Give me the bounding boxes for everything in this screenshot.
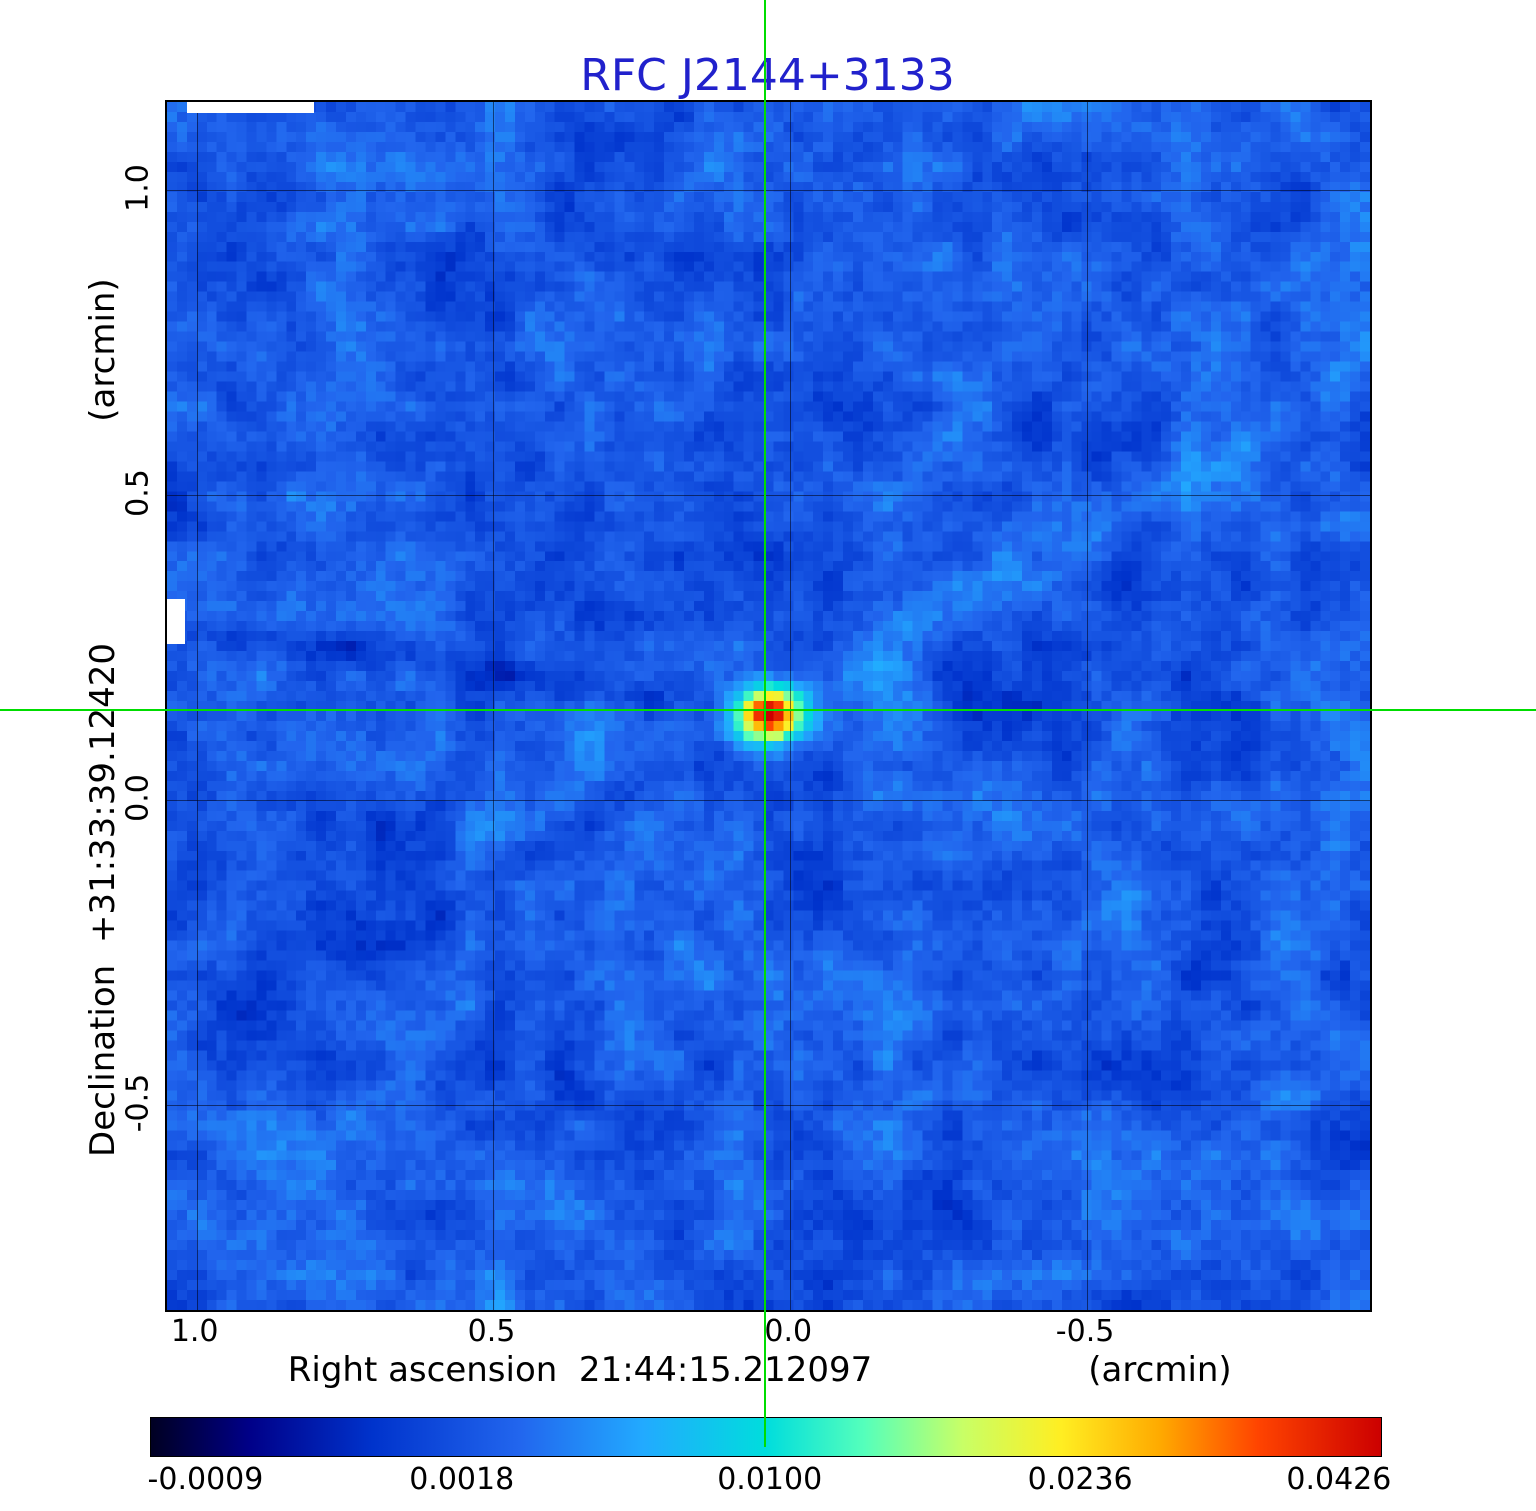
plot-area [165, 100, 1372, 1312]
sky-image [167, 102, 1370, 1310]
grid-line [1087, 102, 1089, 1310]
grid-line [167, 190, 1370, 192]
grid-line [196, 102, 198, 1310]
colorbar-tick-label: -0.0009 [147, 1462, 264, 1497]
y-tick-label: -0.5 [120, 1073, 156, 1133]
y-axis-label: Declination +31:33:39.12420 [83, 643, 123, 1157]
x-axis-unit-label: (arcmin) [1088, 1350, 1232, 1390]
y-tick-label: 0.5 [120, 469, 156, 518]
edge-artifact-top [187, 102, 314, 113]
crosshair-horizontal [0, 708, 1536, 711]
plot-title: RFC J2144+3133 [580, 50, 955, 101]
colorbar-tick-label: 0.0018 [409, 1462, 515, 1497]
grid-lines [167, 102, 1370, 1310]
grid-line [167, 800, 1370, 802]
grid-line [167, 495, 1370, 497]
colorbar-tick-label: 0.0236 [1027, 1462, 1133, 1497]
x-tick-label: 0.5 [467, 1314, 516, 1349]
x-tick-label: -0.5 [1055, 1314, 1115, 1349]
y-tick-label: 1.0 [120, 164, 156, 213]
colorbar-tick-label: 0.0426 [1286, 1462, 1392, 1497]
y-tick-label: 0.0 [120, 774, 156, 823]
grid-line [790, 102, 792, 1310]
colorbar [150, 1417, 1382, 1457]
crosshair-vertical [763, 0, 766, 1447]
x-axis-label: Right ascension 21:44:15.212097 [287, 1350, 873, 1390]
x-tick-label: 0.0 [764, 1314, 813, 1349]
grid-line [493, 102, 495, 1310]
colorbar-tick-label: 0.0100 [717, 1462, 823, 1497]
grid-line [167, 1105, 1370, 1107]
x-tick-label: 1.0 [170, 1314, 219, 1349]
y-axis-unit-label: (arcmin) [83, 278, 123, 422]
edge-artifact-left [167, 599, 185, 644]
